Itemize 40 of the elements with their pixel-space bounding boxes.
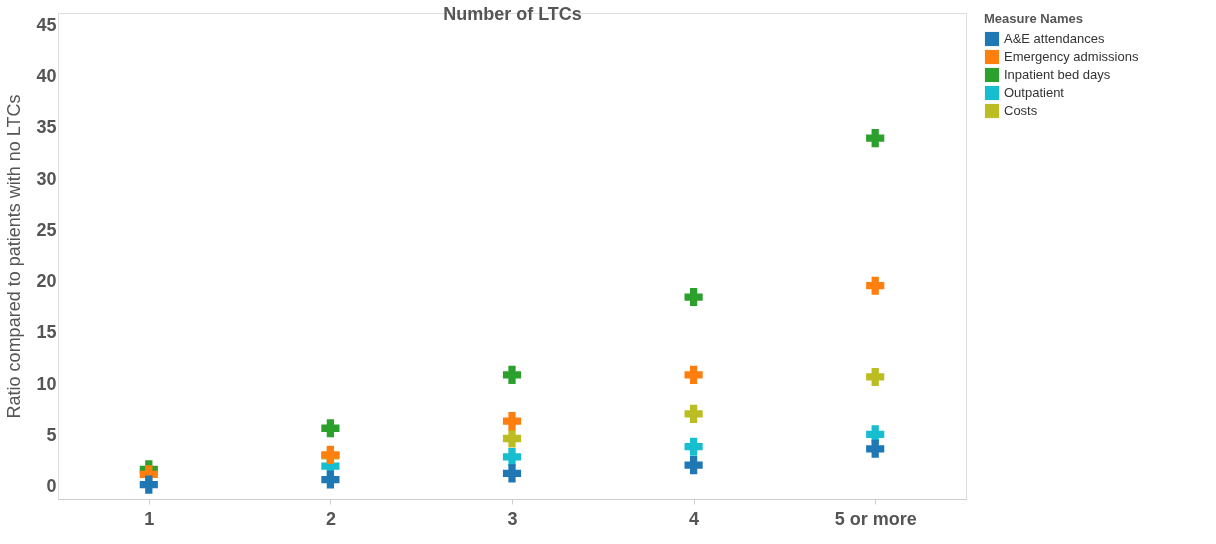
y-axis-title: Ratio compared to patients with no LTCs <box>4 94 25 419</box>
point <box>502 447 522 467</box>
legend-label: Emergency admissions <box>1004 49 1139 64</box>
point <box>866 439 885 458</box>
y-tick-label: 35 <box>36 117 57 138</box>
y-tick-label: 10 <box>36 373 57 394</box>
point <box>502 411 522 431</box>
legend-title: Measure Names <box>984 11 1083 26</box>
x-axis-title: Number of LTCs <box>443 3 582 24</box>
legend-label: Outpatient <box>1004 85 1065 100</box>
x-tick-label: 2 <box>325 508 336 529</box>
legend-label: Costs <box>1004 103 1038 118</box>
y-tick-label: 0 <box>46 476 57 497</box>
point <box>866 129 885 148</box>
y-tick-label: 5 <box>46 424 57 445</box>
legend-label: Inpatient bed days <box>1004 67 1111 82</box>
point <box>684 287 703 307</box>
point <box>321 419 340 438</box>
point <box>502 365 522 385</box>
point <box>684 437 703 456</box>
x-tick-label: 5 or more <box>834 508 917 529</box>
point <box>139 475 158 494</box>
x-tick-label: 4 <box>689 508 700 529</box>
x-tick-label: 3 <box>507 508 518 529</box>
x-tick-label: 1 <box>144 508 155 529</box>
point <box>502 464 522 483</box>
point <box>684 365 703 385</box>
y-tick-label: 25 <box>36 219 57 240</box>
point <box>684 456 703 475</box>
point <box>866 367 885 387</box>
point <box>866 276 885 295</box>
point <box>502 429 522 448</box>
y-tick-label: 45 <box>36 14 57 35</box>
point <box>321 470 340 489</box>
y-tick-label: 20 <box>36 271 57 292</box>
y-tick-label: 15 <box>36 322 57 343</box>
point <box>684 404 703 423</box>
legend-label: A&E attendances <box>1004 31 1105 46</box>
y-tick-label: 30 <box>36 168 57 189</box>
y-tick-label: 40 <box>36 66 57 87</box>
